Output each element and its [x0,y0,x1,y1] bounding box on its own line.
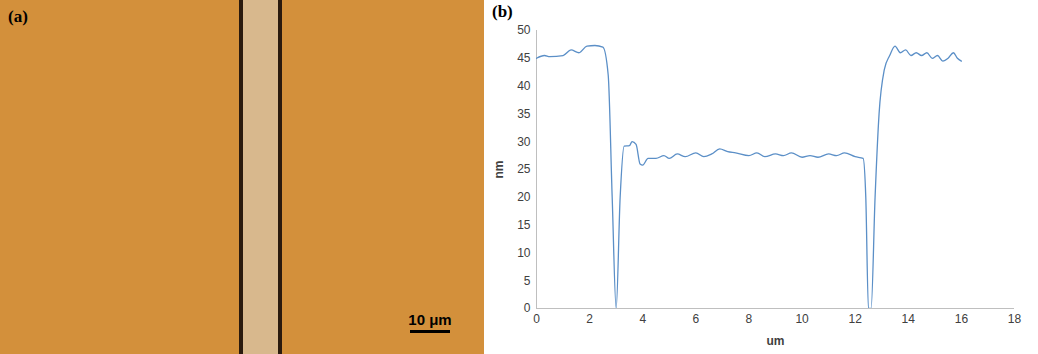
svg-text:10: 10 [517,246,531,260]
svg-text:35: 35 [517,107,531,121]
svg-text:um: um [767,334,785,348]
svg-text:20: 20 [517,190,531,204]
svg-text:18: 18 [1008,312,1022,326]
svg-text:10: 10 [795,312,809,326]
svg-text:30: 30 [517,135,531,149]
svg-text:2: 2 [586,312,593,326]
svg-text:45: 45 [517,51,531,65]
svg-text:(a): (a) [8,7,28,26]
svg-text:40: 40 [517,79,531,93]
svg-text:15: 15 [517,218,531,232]
svg-text:10 μm: 10 μm [408,311,451,328]
svg-text:0: 0 [524,301,531,315]
svg-text:6: 6 [692,312,699,326]
svg-text:50: 50 [517,23,531,37]
svg-text:5: 5 [524,274,531,288]
svg-text:nm: nm [492,161,506,179]
svg-text:0: 0 [533,312,540,326]
html-text:(b): (b) [492,2,513,21]
svg-text:8: 8 [746,312,753,326]
svg-text:12: 12 [848,312,862,326]
svg-text:4: 4 [639,312,646,326]
svg-text:25: 25 [517,162,531,176]
svg-text:14: 14 [902,312,916,326]
svg-text:16: 16 [955,312,969,326]
